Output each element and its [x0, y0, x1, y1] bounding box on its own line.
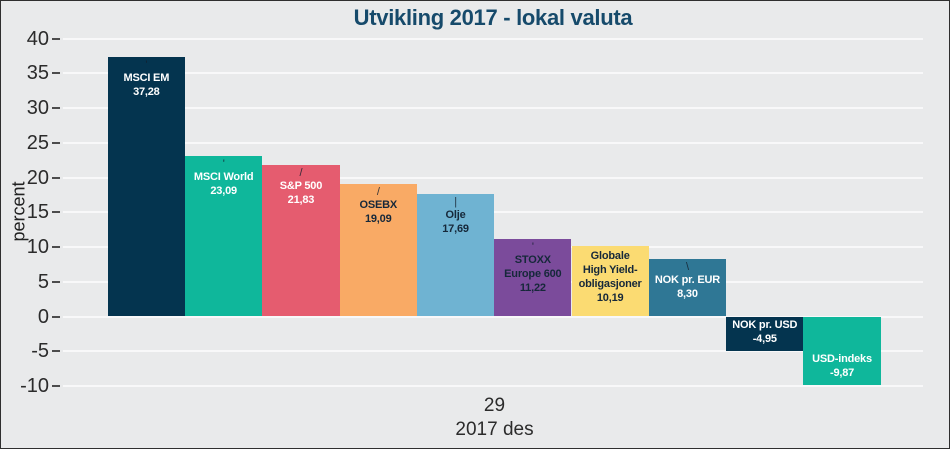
bar-usd-indeks: USD-indeks -9,87 — [803, 316, 881, 386]
y-tick-label: -10 — [20, 375, 49, 397]
y-tick-label: 20 — [26, 166, 49, 189]
bar-label: S&P 500 — [279, 179, 323, 192]
bar-label-block: ' STOXX Europe 600 11,22 — [494, 240, 571, 295]
y-tick-label: 15 — [26, 201, 49, 224]
bar-label: Olje — [445, 208, 466, 221]
bar-label-block: NOK pr. USD -4,95 — [726, 318, 803, 346]
chart-title: Utvikling 2017 - lokal valuta — [353, 5, 633, 30]
bar-label-block: USD-indeks -9,87 — [803, 352, 880, 380]
y-tick-mark — [52, 350, 60, 353]
bar-value: 8,30 — [677, 287, 698, 300]
leader-line: ' — [145, 59, 148, 72]
bar-label: NOK pr. USD — [732, 318, 798, 331]
y-tick-label: 5 — [37, 270, 49, 293]
leader-line: | — [454, 195, 457, 208]
x-axis-label-line2: 2017 des — [455, 419, 534, 440]
gridline — [63, 141, 923, 144]
y-tick-mark — [52, 37, 60, 40]
bar-label: MSCI World — [193, 171, 254, 184]
y-tick-mark — [52, 385, 60, 387]
bar-label: STOXX — [514, 253, 551, 266]
bar-msci-em: ' MSCI EM 37,28 — [107, 57, 185, 317]
gridline — [63, 385, 923, 387]
bar-globale-high-yield-obligasjoner: Globale High Yield-obligasjoner 10,19 — [571, 245, 649, 317]
bar-label-block: / OSEBX 19,09 — [340, 185, 417, 226]
y-tick-label: 30 — [26, 97, 49, 119]
y-tick-mark — [52, 72, 60, 75]
bar-olje: | Olje 17,69 — [416, 193, 495, 317]
bar-label-block: Globale High Yield-obligasjoner 10,19 — [572, 249, 649, 305]
bar-label: Europe 600 — [504, 267, 562, 280]
bar-value: 21,83 — [287, 193, 315, 206]
x-axis-label-line1: 29 — [483, 395, 506, 416]
bar-label-block: \ NOK pr. EUR 8,30 — [649, 260, 726, 301]
bar-label: MSCI EM — [123, 72, 170, 85]
bar-s-p-500: / S&P 500 21,83 — [262, 164, 340, 317]
bar-label: USD-indeks — [812, 353, 872, 366]
y-tick-label: -5 — [31, 340, 49, 363]
gridline — [63, 72, 923, 75]
bar-value: -9,87 — [830, 367, 855, 380]
y-tick-label: 25 — [26, 131, 49, 154]
gridline — [63, 176, 923, 179]
bar-label: NOK pr. EUR — [654, 273, 720, 286]
bar-nok-pr-usd: NOK pr. USD -4,95 — [726, 316, 804, 351]
bar-value: 17,69 — [442, 222, 469, 235]
leader-line: / — [299, 166, 303, 179]
bar-label-block: | Olje 17,69 — [417, 195, 494, 236]
bar-value: 37,28 — [133, 86, 160, 99]
bar-label-block: / S&P 500 21,83 — [262, 166, 339, 207]
x-axis-label: 29 2017 des — [108, 394, 881, 442]
bar-value: 11,22 — [519, 281, 546, 294]
y-tick-label: 0 — [37, 305, 49, 328]
bar-osebx: / OSEBX 19,09 — [339, 183, 417, 317]
gridline — [63, 315, 923, 318]
gridline — [63, 107, 923, 109]
gridline — [63, 350, 923, 353]
y-tick-mark — [52, 107, 60, 109]
bar-label: Globale — [590, 249, 630, 262]
bar-value: -4,95 — [752, 332, 777, 345]
leader-line: ' — [531, 240, 534, 253]
y-tick-mark — [52, 315, 60, 318]
bar-value: 23,09 — [210, 185, 237, 198]
leader-line: \ — [686, 260, 689, 273]
y-tick-label: 40 — [26, 27, 49, 50]
bar-label-block: ' MSCI World 23,09 — [185, 159, 262, 198]
bar-nok-pr-eur: \ NOK pr. EUR 8,30 — [648, 258, 727, 317]
bar-label: obligasjoner — [578, 277, 642, 290]
bar-value: 19,09 — [364, 212, 392, 225]
y-tick-mark — [52, 246, 60, 248]
leader-line: ' — [222, 158, 225, 171]
y-tick-mark — [52, 211, 60, 214]
y-tick-mark — [52, 280, 60, 283]
y-tick-mark — [52, 176, 60, 179]
bar-label: OSEBX — [359, 198, 397, 211]
bar-stoxx-europe-600: ' STOXX Europe 600 11,22 — [494, 238, 572, 317]
bar-value: 10,19 — [596, 291, 624, 304]
bar-label-block: ' MSCI EM 37,28 — [108, 60, 185, 99]
y-tick-mark — [52, 141, 60, 144]
leader-line: / — [376, 185, 380, 198]
y-tick-label: 10 — [26, 236, 49, 258]
bar-msci-world: ' MSCI World 23,09 — [185, 156, 263, 317]
gridline — [63, 37, 923, 40]
bar-label: High Yield- — [582, 263, 638, 276]
y-tick-label: 35 — [26, 62, 49, 85]
